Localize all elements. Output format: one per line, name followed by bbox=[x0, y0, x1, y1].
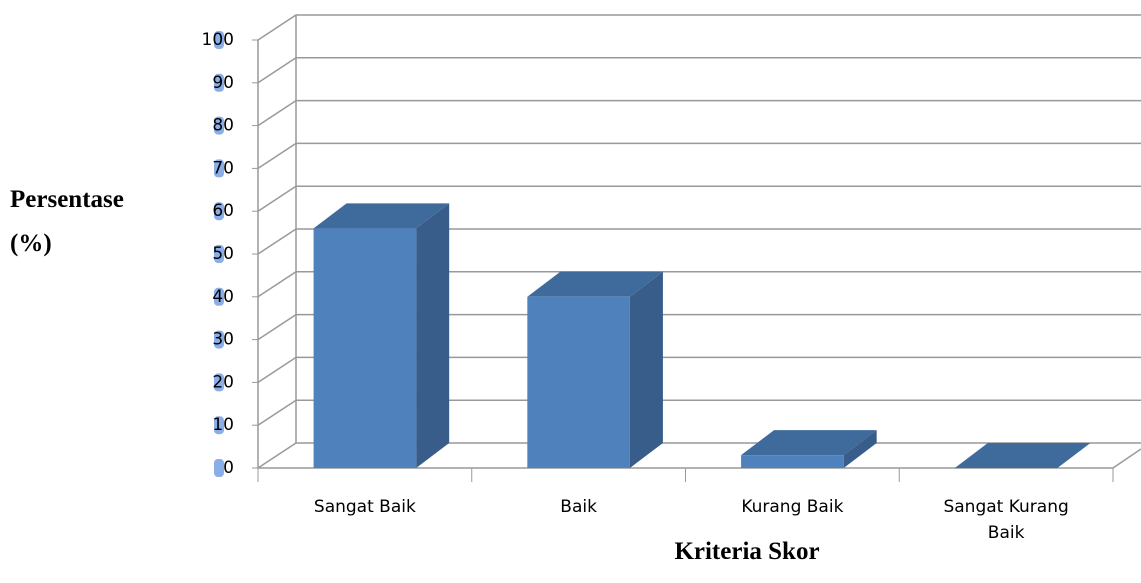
tick-glow bbox=[214, 116, 224, 135]
tick-glow bbox=[214, 459, 224, 477]
y-tick-label: 60 bbox=[212, 201, 234, 221]
tick-glow bbox=[214, 287, 224, 306]
grid-line bbox=[257, 228, 1141, 255]
bar-side bbox=[629, 271, 663, 468]
grid-line bbox=[257, 399, 1141, 426]
y-axis-label: Persentase (%) bbox=[10, 186, 124, 257]
bar-top bbox=[954, 443, 1091, 468]
x-tick-label: Baik bbox=[560, 497, 597, 517]
y-tick-label: 90 bbox=[212, 73, 234, 93]
bar-side bbox=[416, 203, 450, 468]
tick-glow bbox=[214, 330, 224, 349]
x-tick-label: Kurang Baik bbox=[741, 497, 844, 517]
y-tick-label: 50 bbox=[212, 244, 234, 264]
y-tick-label: 30 bbox=[212, 330, 234, 350]
bar-top bbox=[313, 203, 450, 229]
y-tick-label: 80 bbox=[212, 116, 234, 136]
bar bbox=[741, 455, 844, 468]
grid-line bbox=[257, 271, 1141, 298]
tick-glow bbox=[214, 245, 224, 263]
y-tick-label: 70 bbox=[212, 158, 234, 178]
y-tick-label: 40 bbox=[212, 287, 234, 307]
bar bbox=[527, 296, 630, 468]
tick-glow bbox=[214, 73, 224, 92]
grid-line bbox=[257, 142, 1141, 170]
x-tick-label: Sangat Baik bbox=[313, 497, 416, 517]
grid-line bbox=[257, 99, 1141, 127]
y-tick-label: 100 bbox=[202, 30, 234, 50]
x-tick-label: Sangat Kurang Baik bbox=[943, 497, 1069, 543]
bar-top bbox=[741, 430, 877, 456]
y-tick-label: 10 bbox=[212, 415, 234, 435]
bar bbox=[313, 228, 417, 468]
tick-glow bbox=[214, 159, 224, 178]
y-tick-label: 0 bbox=[223, 458, 234, 478]
tick-glow bbox=[214, 373, 224, 392]
tick-glow bbox=[214, 31, 224, 49]
tick-glow bbox=[214, 202, 224, 221]
grid-line bbox=[257, 14, 1141, 41]
bar-top bbox=[527, 271, 663, 297]
grid-line bbox=[257, 185, 1141, 212]
grid-line bbox=[257, 313, 1141, 341]
floor-edge bbox=[1112, 448, 1141, 469]
y-tick-label: 20 bbox=[212, 372, 234, 392]
bar-side bbox=[843, 430, 877, 468]
grid-line bbox=[257, 356, 1141, 384]
x-axis-label: Kriteria Skor bbox=[674, 538, 820, 565]
grid-line bbox=[257, 57, 1141, 84]
tick-glow bbox=[214, 416, 224, 435]
